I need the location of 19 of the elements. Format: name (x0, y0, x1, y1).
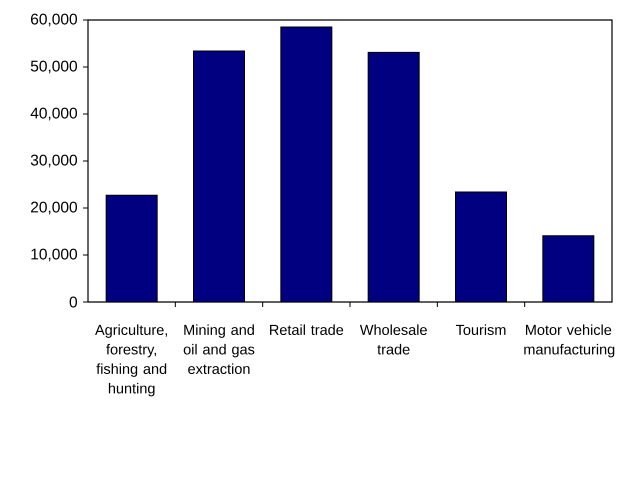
x-tick-label: Mining and oil and gas extraction (184, 324, 254, 374)
y-tick-label: 30,000 (30, 154, 78, 168)
bar (106, 194, 158, 302)
y-tick-label: 40,000 (30, 108, 78, 120)
bar (193, 50, 245, 302)
y-tick-label: 20,000 (31, 202, 78, 214)
y-tick-label: 50,000 (30, 60, 78, 74)
x-tick-label: Motor vehicle manufacturing (524, 324, 614, 358)
y-tick-label: 0 (70, 296, 78, 308)
x-tick-label: Agriculture, forestry, fishing and hunting (95, 324, 168, 396)
x-tick-label: Tourism (456, 324, 506, 336)
x-tick-label: Retail trade (270, 324, 344, 336)
bar (542, 235, 594, 302)
x-tick-label: Wholesale trade (360, 324, 427, 355)
bar (455, 192, 508, 302)
y-tick-label: 60,000 (31, 14, 78, 26)
bar (280, 26, 332, 302)
bar (368, 52, 420, 302)
y-tick-label: 10,000 (31, 248, 78, 262)
